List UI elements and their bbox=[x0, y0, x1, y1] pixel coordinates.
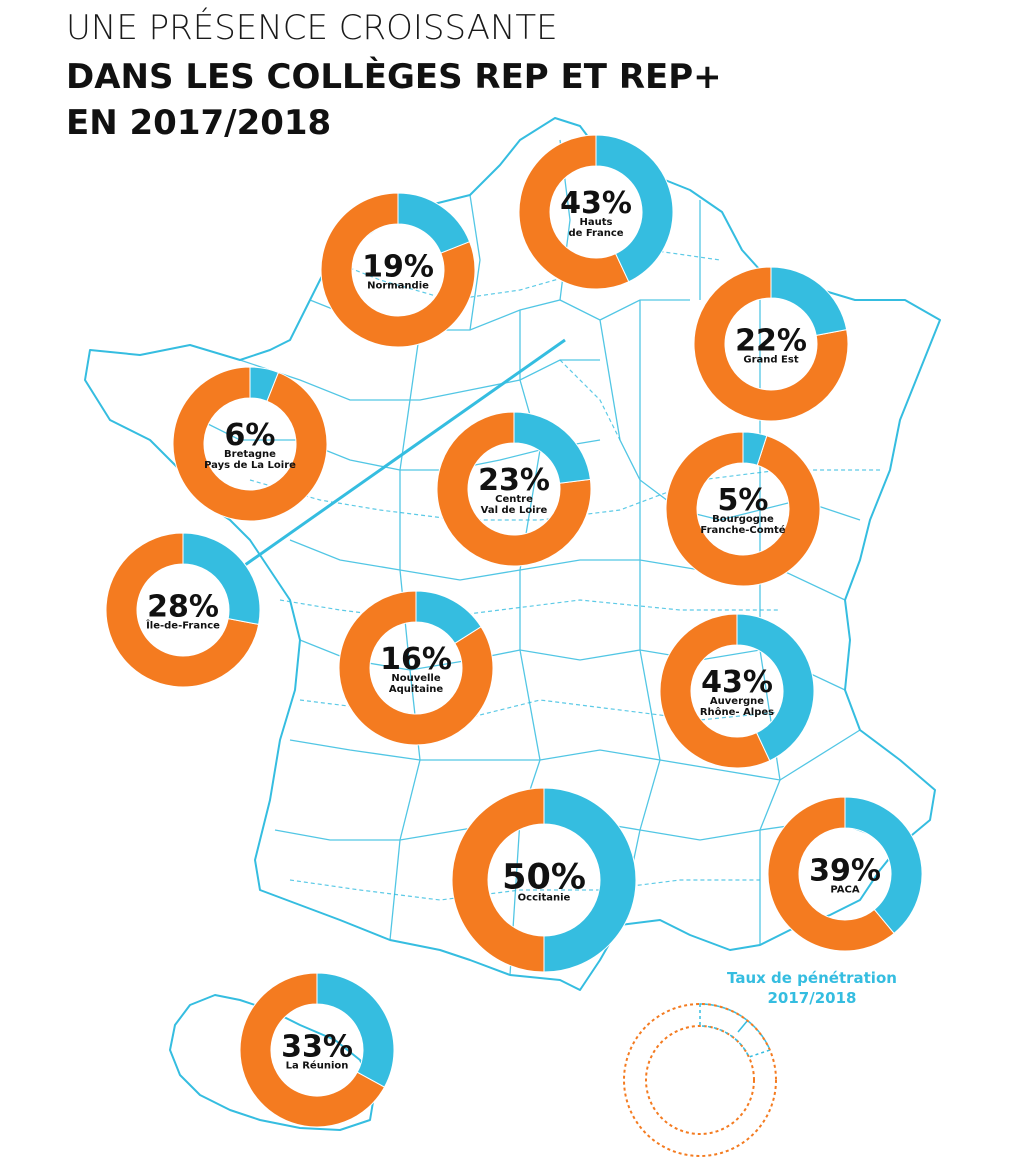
legend-line-2: 2017/2018 bbox=[768, 989, 857, 1007]
pct-label-auvergne-rhone-alpes: 43% bbox=[701, 665, 773, 700]
donut-remainder-ile-de-france bbox=[105, 532, 260, 688]
pct-label-hauts-de-france: 43% bbox=[560, 186, 632, 221]
region-label-centre-val-de-loire: Val de Loire bbox=[481, 505, 548, 516]
donut-remainder-bretagne-pays-de-la-loire bbox=[172, 366, 328, 522]
region-label-hauts-de-france: Hauts bbox=[580, 217, 613, 228]
donut-remainder-grand-est bbox=[693, 266, 849, 422]
region-label-auvergne-rhone-alpes: Auvergne bbox=[710, 696, 764, 707]
donut-occitanie: 50%Occitanie bbox=[451, 787, 637, 973]
donut-slice-bretagne-pays-de-la-loire bbox=[249, 366, 279, 402]
donut-slice-grand-est bbox=[770, 266, 848, 336]
donut-slice-hauts-de-france bbox=[595, 134, 674, 283]
title-line-3: EN 2017/2018 bbox=[66, 103, 332, 143]
region-label-normandie: Normandie bbox=[367, 280, 429, 291]
donut-remainder-paca bbox=[767, 796, 895, 952]
region-label-ile-de-france: Île-de-France bbox=[146, 618, 220, 631]
donut-slice-nouvelle-aquitaine bbox=[415, 590, 482, 645]
donut-paca: 39%PACA bbox=[767, 796, 923, 952]
legend: Taux de pénétration 2017/2018 bbox=[623, 969, 897, 1157]
pct-label-bretagne-pays-de-la-loire: 6% bbox=[225, 418, 276, 453]
donut-remainder-hauts-de-france bbox=[518, 134, 630, 290]
pct-label-paca: 39% bbox=[809, 853, 881, 888]
donut-slice-la-reunion bbox=[316, 972, 395, 1088]
legend-sector bbox=[699, 1003, 772, 1058]
donut-slice-centre-val-de-loire bbox=[513, 411, 591, 484]
pct-label-occitanie: 50% bbox=[502, 857, 586, 897]
donut-remainder-normandie bbox=[320, 192, 476, 348]
legend-inner-ring bbox=[645, 1025, 755, 1135]
region-label-centre-val-de-loire: Centre bbox=[495, 494, 533, 505]
title-line-2: DANS LES COLLÈGES REP ET REP+ bbox=[66, 57, 722, 97]
region-label-occitanie: Occitanie bbox=[518, 892, 571, 903]
pct-label-normandie: 19% bbox=[362, 249, 434, 284]
region-label-nouvelle-aquitaine: Nouvelle bbox=[391, 673, 441, 684]
pct-label-grand-est: 22% bbox=[735, 323, 807, 358]
region-label-grand-est: Grand Est bbox=[743, 354, 798, 365]
donut-slice-normandie bbox=[397, 192, 471, 254]
ile-de-france-connector bbox=[244, 338, 566, 567]
region-label-hauts-de-france: de France bbox=[568, 228, 623, 239]
donut-slice-bourgogne-franche-comte bbox=[742, 431, 768, 466]
region-label-la-reunion: La Réunion bbox=[286, 1059, 349, 1071]
donut-slice-auvergne-rhone-alpes bbox=[736, 613, 815, 762]
donut-ile-de-france: 28%Île-de-France bbox=[105, 532, 261, 688]
pct-label-bourgogne-franche-comte: 5% bbox=[718, 483, 769, 518]
donut-remainder-occitanie bbox=[451, 787, 545, 973]
pct-label-ile-de-france: 28% bbox=[147, 589, 219, 624]
region-label-bretagne-pays-de-la-loire: Bretagne bbox=[224, 449, 276, 460]
pct-label-la-reunion: 33% bbox=[281, 1029, 353, 1064]
region-label-bourgogne-franche-comte: Franche-Comté bbox=[700, 524, 785, 536]
pct-label-centre-val-de-loire: 23% bbox=[478, 463, 550, 498]
donut-remainder-auvergne-rhone-alpes bbox=[659, 613, 771, 769]
donut-slice-ile-de-france bbox=[182, 532, 261, 626]
donut-remainder-nouvelle-aquitaine bbox=[338, 590, 494, 746]
donut-slice-occitanie bbox=[543, 787, 637, 973]
donut-normandie: 19%Normandie bbox=[320, 192, 476, 348]
donut-la-reunion: 33%La Réunion bbox=[239, 972, 395, 1128]
donut-slice-paca bbox=[844, 796, 923, 935]
legend-outer-ring bbox=[623, 1003, 777, 1157]
donut-remainder-centre-val-de-loire bbox=[436, 411, 592, 567]
legend-connector bbox=[737, 1019, 749, 1033]
title-bold: DANS LES COLLÈGES REP ET REP+ EN 2017/20… bbox=[66, 54, 722, 146]
legend-line-1: Taux de pénétration bbox=[727, 969, 897, 987]
donut-remainder-la-reunion bbox=[239, 972, 386, 1128]
region-label-paca: PACA bbox=[830, 884, 859, 895]
donut-remainder-bourgogne-franche-comte bbox=[665, 431, 821, 587]
region-label-bourgogne-franche-comte: Bourgogne bbox=[712, 514, 774, 525]
pct-label-nouvelle-aquitaine: 16% bbox=[380, 642, 452, 677]
region-label-auvergne-rhone-alpes: Rhône- Alpes bbox=[700, 706, 774, 718]
region-label-nouvelle-aquitaine: Aquitaine bbox=[389, 684, 444, 695]
region-label-bretagne-pays-de-la-loire: Pays de La Loire bbox=[204, 460, 296, 471]
donut-grand-est: 22%Grand Est bbox=[693, 266, 849, 422]
title-line-1: UNE PRÉSENCE CROISSANTE bbox=[66, 8, 558, 48]
